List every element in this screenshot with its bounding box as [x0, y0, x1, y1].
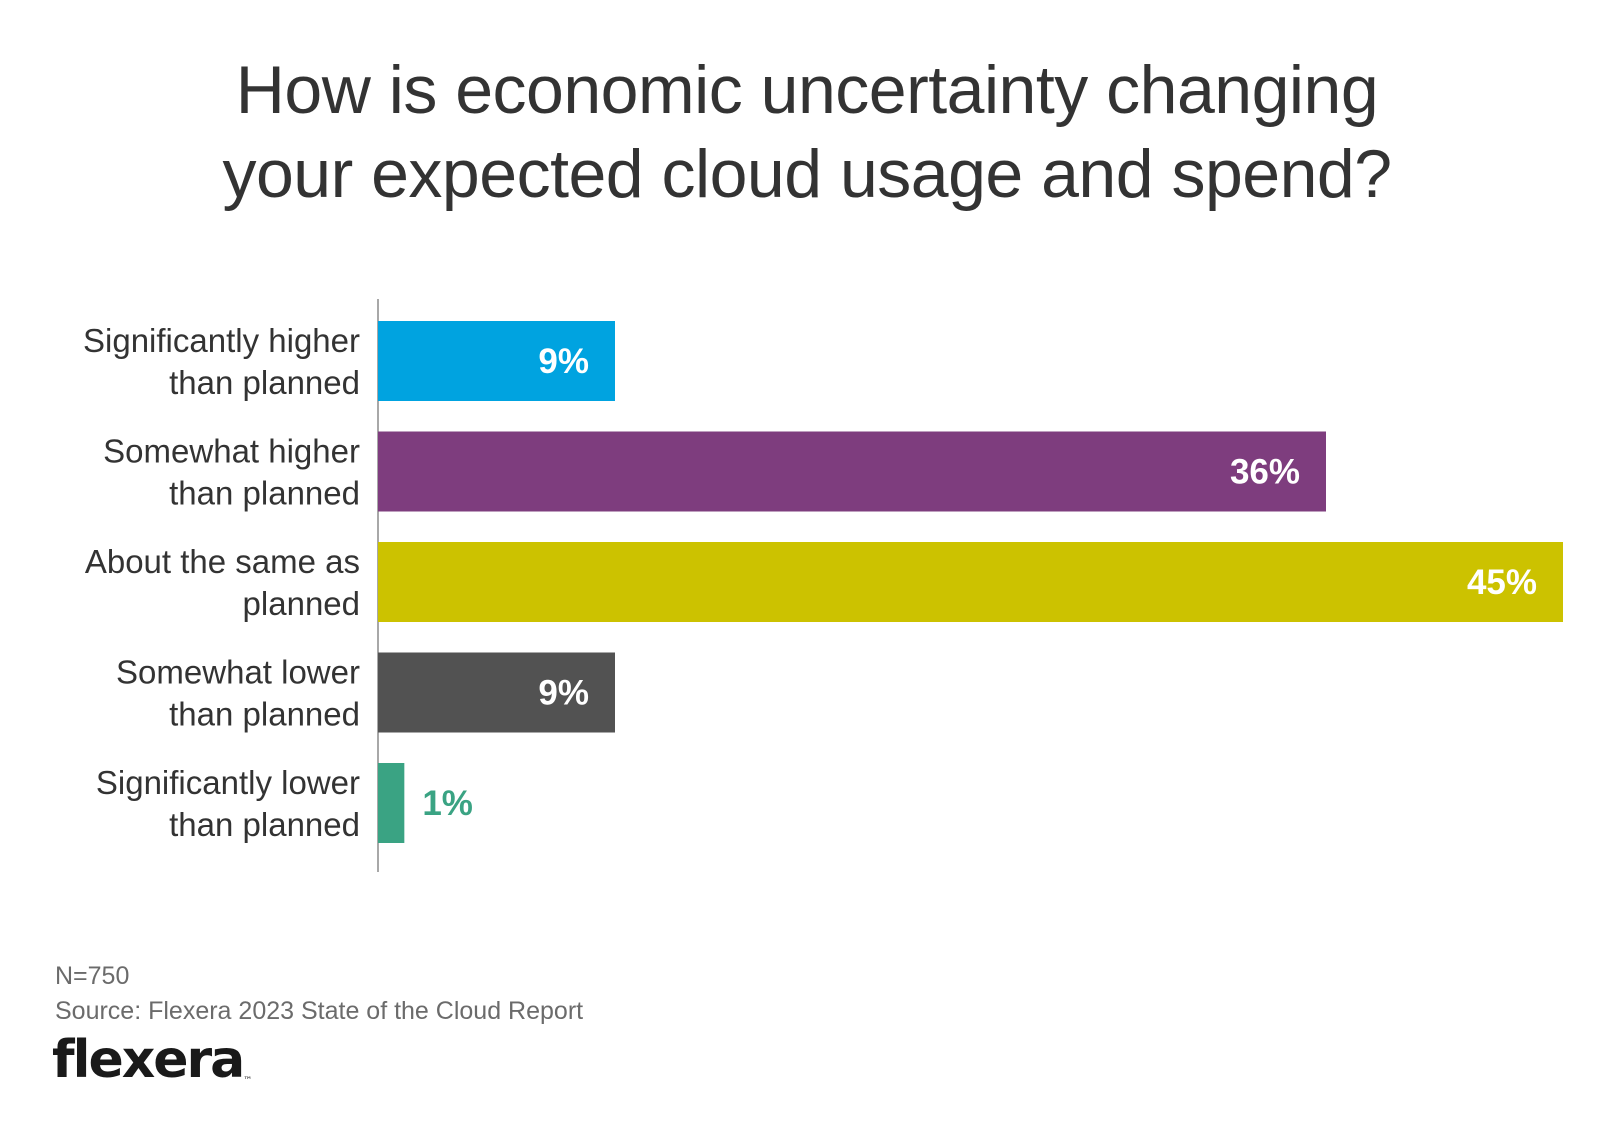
source-note: Source: Flexera 2023 State of the Cloud …: [55, 997, 584, 1025]
bar-5: [378, 763, 405, 843]
category-label-4-line-1: Somewhat lower: [116, 654, 360, 691]
bar-4: [378, 652, 615, 733]
bar-2: [378, 431, 1326, 512]
sample-size-note: N=750: [55, 962, 130, 990]
bar-value-label-1: 9%: [538, 342, 589, 381]
bar-value-label-5: 1%: [422, 784, 473, 823]
category-label-1-line-2: than planned: [169, 364, 360, 401]
chart-title-line-1: How is economic uncertainty changing: [235, 52, 1379, 128]
flexera-logo-text: flexera: [52, 1030, 245, 1090]
bar-value-label-3: 45%: [1467, 563, 1537, 602]
chart-title-line-2: your expected cloud usage and spend?: [222, 136, 1392, 212]
bar-1: [378, 321, 615, 401]
flexera-logo: flexera™: [52, 1034, 252, 1086]
category-label-3-line-2: planned: [243, 585, 360, 622]
chart-title: How is economic uncertainty changing you…: [0, 48, 1614, 216]
trademark-symbol: ™: [243, 1076, 253, 1086]
category-label-1-line-1: Significantly higher: [83, 322, 360, 359]
category-label-3-line-1: About the same as: [85, 543, 360, 580]
category-label-2-line-1: Somewhat higher: [103, 433, 360, 470]
category-label-2-line-2: than planned: [169, 475, 360, 512]
category-label-5-line-1: Significantly lower: [96, 764, 360, 801]
category-label-4-line-2: than planned: [169, 696, 360, 733]
category-label-5-line-2: than planned: [169, 806, 360, 843]
bar-value-label-2: 36%: [1230, 453, 1300, 492]
bar-3: [378, 542, 1563, 622]
bar-value-label-4: 9%: [538, 674, 589, 713]
